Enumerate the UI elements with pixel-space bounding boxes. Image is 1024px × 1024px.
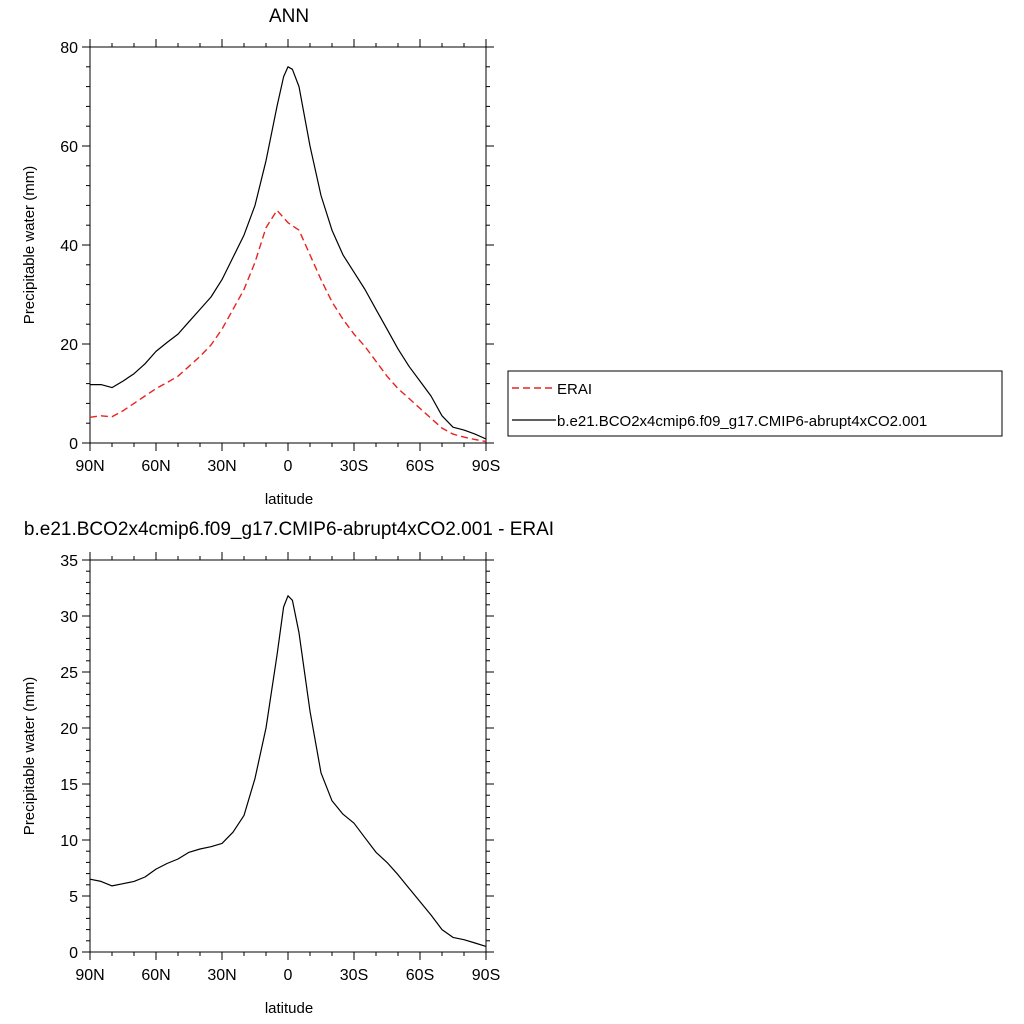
x-tick-label: 90S: [472, 967, 500, 984]
panel-title: ANN: [269, 6, 309, 27]
legend: ERAI b.e21.BCO2x4cmip6.f09_g17.CMIP6-abr…: [507, 370, 1003, 437]
annual-mean-panel: ANN 0 20 40 60 80 90N 60N 30N 0 30S 60S 90S latitu…: [21, 6, 500, 508]
y-tick-label: 40: [60, 238, 78, 255]
x-tick-label: 60N: [141, 967, 170, 984]
tick-marks: [82, 39, 494, 451]
x-tick-labels: 90N 60N 30N 0 30S 60S 90S: [75, 967, 500, 984]
y-tick-label: 0: [69, 436, 78, 453]
x-axis-label: latitude: [265, 1000, 313, 1017]
tick-marks: [82, 552, 494, 960]
series-line-1: [90, 66, 487, 440]
y-tick-label: 80: [60, 40, 78, 57]
y-tick-label: 20: [60, 721, 78, 738]
legend-label-model: b.e21.BCO2x4cmip6.f09_g17.CMIP6-abrupt4x…: [557, 413, 927, 430]
y-tick-labels: 0 20 40 60 80: [60, 40, 78, 453]
series-line-0: [89, 209, 487, 443]
y-tick-labels: 0 5 10 15 20 25 30 35: [60, 553, 78, 962]
x-tick-label: 0: [284, 967, 293, 984]
y-tick-label: 25: [60, 665, 78, 682]
y-axis-label: Precipitable water (mm): [21, 677, 38, 835]
y-tick-label: 35: [60, 553, 78, 570]
x-tick-label: 60N: [141, 458, 170, 475]
y-tick-label: 60: [60, 139, 78, 156]
x-tick-label: 0: [284, 458, 293, 475]
plot-frame: [89, 559, 487, 953]
y-tick-label: 10: [60, 833, 78, 850]
difference-panel: b.e21.BCO2x4cmip6.f09_g17.CMIP6-abrupt4x…: [21, 519, 554, 1017]
x-tick-label: 90N: [75, 967, 104, 984]
x-axis-label: latitude: [265, 491, 313, 508]
x-tick-label: 60S: [406, 458, 434, 475]
y-tick-label: 5: [69, 889, 78, 906]
data-lines: [89, 595, 487, 947]
x-tick-label: 60S: [406, 967, 434, 984]
y-axis-label: Precipitable water (mm): [21, 166, 38, 324]
x-tick-label: 30S: [340, 458, 368, 475]
y-tick-label: 30: [60, 609, 78, 626]
y-tick-label: 15: [60, 777, 78, 794]
legend-box: [507, 370, 1003, 437]
y-tick-label: 0: [69, 945, 78, 962]
x-tick-label: 90N: [75, 458, 104, 475]
x-tick-label: 30S: [340, 967, 368, 984]
series-line-0: [89, 595, 487, 947]
plot-frame: [89, 46, 487, 444]
x-tick-label: 30N: [207, 458, 236, 475]
data-lines: [89, 66, 487, 443]
y-tick-label: 20: [60, 337, 78, 354]
panel-title: b.e21.BCO2x4cmip6.f09_g17.CMIP6-abrupt4x…: [24, 519, 554, 540]
x-tick-labels: 90N 60N 30N 0 30S 60S 90S: [75, 458, 500, 475]
x-tick-label: 30N: [207, 967, 236, 984]
x-tick-label: 90S: [472, 458, 500, 475]
legend-label-erai: ERAI: [557, 381, 592, 398]
